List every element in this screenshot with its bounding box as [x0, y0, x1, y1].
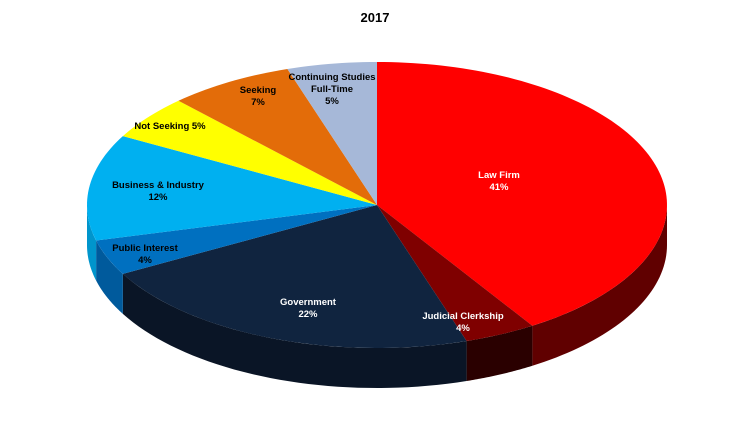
slice-name: Business & Industry	[112, 180, 204, 191]
slice-value: 7%	[251, 97, 265, 108]
pie-slice-judicial-clerkship	[377, 205, 533, 341]
pie-slice-continuing-studies-full-time	[287, 62, 377, 205]
slice-name: Public Interest	[112, 243, 178, 254]
slice-name: Not Seeking 5%	[134, 121, 206, 132]
slice-label: Not Seeking 5%	[134, 121, 205, 133]
pie-slice-seeking	[178, 69, 377, 205]
slice-name: Law Firm	[478, 170, 520, 181]
pie-side-judicial-clerkship	[466, 325, 533, 381]
slice-label: Business & Industry 12%	[112, 180, 204, 204]
pie-slice-business-industry	[87, 136, 377, 241]
pie-side-law-firm	[532, 205, 667, 366]
slice-label: Government 22%	[280, 297, 336, 321]
pie-side-public-interest	[96, 240, 123, 314]
slice-label: Law Firm 41%	[478, 170, 520, 194]
slice-label: Judicial Clerkship 4%	[422, 311, 503, 335]
slice-name: Full-Time	[310, 84, 354, 95]
pie-slice-government	[122, 205, 467, 348]
slice-name: Continuing Studies	[288, 72, 376, 83]
slice-value: 41%	[489, 182, 509, 193]
chart-title: 2017	[360, 10, 390, 25]
pie-slice-not-seeking	[122, 100, 378, 205]
pie-side-government	[122, 273, 467, 388]
slice-name: Judicial Clerkship	[422, 311, 504, 322]
slice-value: 12%	[148, 192, 168, 203]
pie-sides	[87, 205, 667, 388]
slice-value: 22%	[298, 309, 318, 320]
pie-side-business-industry	[87, 205, 97, 281]
slice-label: Continuing Studies Full-Time 5%	[288, 72, 375, 108]
pie-top	[87, 62, 667, 348]
slice-label: Public Interest 4%	[112, 243, 177, 267]
slice-name: Seeking	[239, 85, 277, 96]
slice-value: 4%	[456, 323, 470, 334]
slice-value: 5%	[325, 96, 339, 107]
slice-value: 4%	[138, 255, 152, 266]
slice-label: Seeking 7%	[240, 85, 276, 109]
pie-slice-public-interest	[96, 205, 378, 274]
slice-name: Government	[280, 297, 336, 308]
pie-slice-law-firm	[377, 62, 667, 326]
